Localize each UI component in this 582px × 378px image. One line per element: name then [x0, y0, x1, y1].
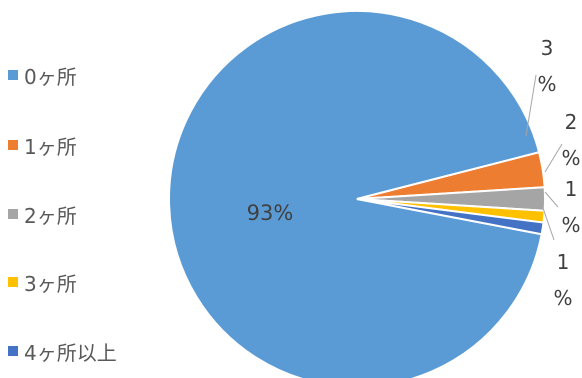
- data-label-4: 1%: [553, 250, 572, 310]
- legend-item-1: 1ヶ所: [8, 131, 77, 159]
- legend-item-4: 4ヶ所以上: [8, 337, 117, 365]
- data-label-2: 2%: [561, 110, 580, 170]
- legend-swatch-0: [8, 70, 18, 80]
- legend-label-0: 0ヶ所: [24, 64, 77, 89]
- legend-label-4: 4ヶ所以上: [24, 340, 117, 365]
- leader-line-1: [525, 74, 537, 137]
- legend-item-0: 0ヶ所: [8, 61, 77, 89]
- legend-swatch-1: [8, 140, 18, 150]
- leader-line-2: [544, 143, 563, 173]
- data-label-0: 93%: [247, 201, 294, 225]
- legend-swatch-3: [8, 277, 18, 287]
- data-label-1: 3%: [537, 36, 556, 96]
- legend-item-2: 2ヶ所: [8, 200, 77, 228]
- legend-label-2: 2ヶ所: [24, 203, 77, 228]
- legend-label-3: 3ヶ所: [24, 271, 77, 296]
- leader-line-3: [544, 191, 559, 208]
- legend-item-3: 3ヶ所: [8, 268, 77, 296]
- legend-swatch-4: [8, 346, 18, 356]
- legend-swatch-2: [8, 209, 18, 219]
- pie-slice-0: [167, 10, 543, 378]
- legend-label-1: 1ヶ所: [24, 134, 77, 159]
- data-label-3: 1%: [561, 177, 580, 237]
- leader-line-4: [542, 207, 555, 241]
- pie-slice-4: [356, 198, 545, 236]
